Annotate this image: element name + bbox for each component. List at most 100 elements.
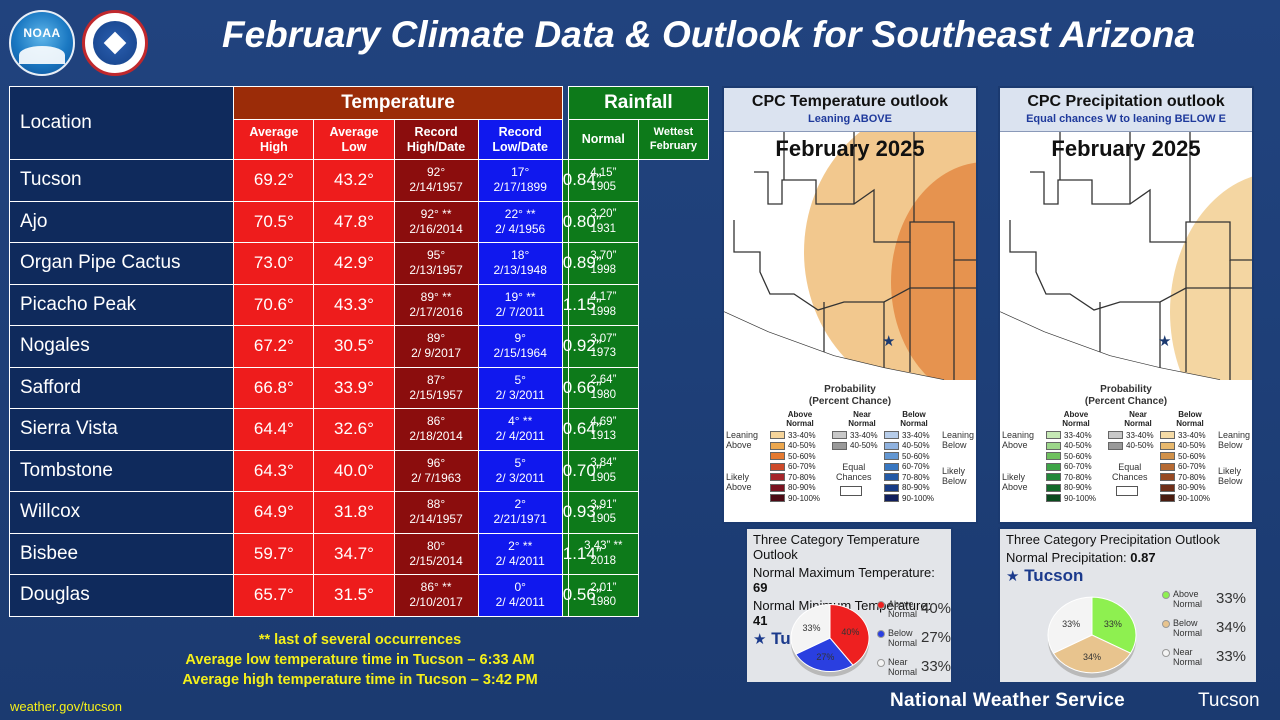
record-low-cell: 4° ** 2/ 4/2011 [477,408,563,451]
record-low-cell: 2° 2/21/1971 [477,491,563,534]
normal-precip-line: Normal Precipitation: 0.87 [1006,550,1156,565]
record-low-cell: 0° 2/ 4/2011 [477,574,563,617]
avg-low-cell: 43.2° [313,159,395,202]
legend-swatch [1160,431,1175,440]
legend-swatch [770,473,785,482]
leaning-below-region [1170,176,1252,380]
legend-row: 90-100% [1046,493,1106,504]
legend-row: 33-40% [1046,430,1106,441]
legend-swatch [1046,473,1061,482]
legend-row: 90-100% [884,493,944,504]
normal-rain-header: Normal [567,119,639,160]
legend-row: 80-90% [1160,483,1220,494]
avg-high-cell: 64.3° [233,449,315,492]
legend-row: 70-80% [770,472,830,483]
record-high-cell: 92° ** 2/16/2014 [393,200,479,243]
pie-legend-item: Below Normal [877,628,917,648]
avg-high-cell: 67.2° [233,325,315,368]
legend-row: 50-60% [1046,451,1106,462]
noaa-logo-text: NOAA [23,26,61,40]
record-high-cell: 86° 2/18/2014 [393,408,479,451]
pie-slice-label: 33% [803,623,821,633]
precipitation-pie-city: ★ Tucson [1006,566,1084,585]
wettest-header: Wettest February [637,119,710,160]
legend-row: 40-50% [1160,441,1220,452]
legend-row: 70-80% [884,472,944,483]
wettest-cell: 3.07” 1973 [567,325,639,368]
likely-below-label: Likely Below [942,466,967,486]
legend-swatch [1108,431,1123,440]
avg-low-cell: 40.0° [313,449,395,492]
legend-row: 33-40% [770,430,830,441]
record-high-cell: 95° 2/13/1957 [393,242,479,285]
legend-swatch [884,441,899,450]
avg-low-cell: 31.8° [313,491,395,534]
temperature-outlook-panel: CPC Temperature outlook Leaning ABOVE Fe… [722,86,978,524]
legend-swatch [770,462,785,471]
temperature-pie-chart: 40% 27% 33% [790,603,870,677]
legend-column-header: Above Normal [786,410,814,428]
legend-swatch [1160,462,1175,471]
avg-high-cell: 64.4° [233,408,315,451]
temperature-outlook-header: CPC Temperature outlook Leaning ABOVE [724,88,976,132]
legend-dot [1162,590,1170,599]
legend-title: Probability (Percent Chance) [808,384,892,407]
table-row: Bisbee 59.7° 34.7° 80° 2/15/2014 2° ** 2/ 4/20… [8,532,709,575]
location-cell: Tombstone [8,449,235,492]
avg-high-cell: 64.9° [233,491,315,534]
legend-row: 80-90% [770,483,830,494]
legend-row: 40-50% [1108,441,1168,452]
pie-percent: 33% [1216,648,1247,665]
legend-swatch [1160,494,1175,503]
precipitation-outlook-header: CPC Precipitation outlook Equal chances … [1000,88,1252,132]
precipitation-outlook-title: CPC Precipitation outlook [1027,93,1225,110]
pie-percent: 34% [1216,619,1247,636]
avg-low-cell: 32.6° [313,408,395,451]
avg-low-header: Average Low [313,119,395,160]
temperature-pie-title: Three Category Temperature Outlook [753,532,920,562]
legend-swatch [884,473,899,482]
avg-low-cell: 30.5° [313,325,395,368]
record-low-cell: 5° 2/ 3/2011 [477,366,563,409]
legend-row: 80-90% [884,483,944,494]
table-row: Douglas 65.7° 31.5° 86° ** 2/10/2017 0° 2/ 4/2… [8,574,709,617]
legend-row: 40-50% [832,441,892,452]
note-occurrences: ** last of several occurrences [258,632,462,648]
location-cell: Picacho Peak [8,283,235,326]
legend-column-header: Below Normal [1176,410,1204,428]
legend-row: 60-70% [770,462,830,473]
record-low-cell: 19° ** 2/ 7/2011 [477,283,563,326]
legend-dot [877,600,885,609]
note-avg-high-time: Average high temperature time in Tucson … [182,672,538,688]
website-link[interactable]: weather.gov/tucson [10,699,123,714]
tucson-star-icon: ★ [1158,332,1171,350]
wettest-cell: 4.15” 1905 [567,159,639,202]
wettest-cell: 3.70” 1998 [567,242,639,285]
legend-row: 60-70% [1046,462,1106,473]
legend-swatch [832,431,847,440]
legend-column-header: Below Normal [900,410,928,428]
legend-column-above: Above Normal 33-40% 40-50% 50-60% 60-70% 70-80… [770,410,830,504]
record-high-cell: 89° 2/ 9/2017 [393,325,479,368]
legend-swatch [1160,452,1175,461]
record-low-cell: 17° 2/17/1899 [477,159,563,202]
wettest-cell: 3.91” 1905 [567,491,639,534]
legend-swatch [1046,441,1061,450]
legend-row: 50-60% [1160,451,1220,462]
pie-slice [790,603,831,655]
precipitation-outlook-subtitle: Equal chances W to leaning BELOW E [1026,113,1226,125]
wettest-cell: 2.64” 1980 [567,366,639,409]
record-low-cell: 9° 2/15/1964 [477,325,563,368]
legend-column-below: Below Normal 33-40% 40-50% 50-60% 60-70% 70-80… [1160,410,1220,504]
legend-row: 90-100% [1160,493,1220,504]
legend-swatch [770,441,785,450]
table-row: Sierra Vista 64.4° 32.6° 86° 2/18/2014 4° ** 2… [8,408,709,451]
table-row: Willcox 64.9° 31.8° 88° 2/14/1957 2° 2/21/1971… [8,491,709,534]
legend-row: 40-50% [770,441,830,452]
legend-row: 70-80% [1046,472,1106,483]
location-cell: Willcox [8,491,235,534]
precipitation-pie-chart: 33% 34% 33% [1047,596,1137,678]
legend-swatch [1160,441,1175,450]
likely-above-region [891,162,976,380]
leaning-below-label: Leaning Below [942,430,975,450]
